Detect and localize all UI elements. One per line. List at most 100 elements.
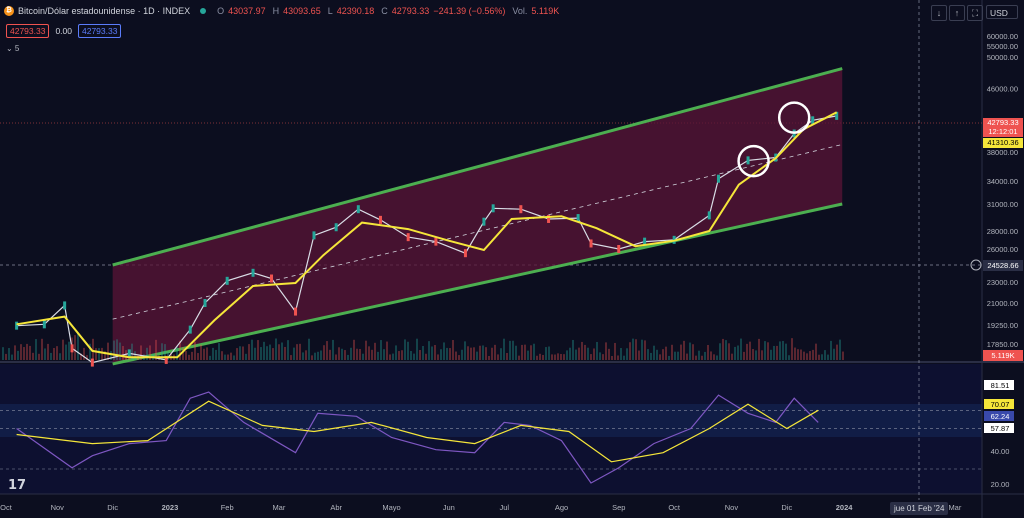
volume-bar <box>824 350 826 360</box>
moving-average-line <box>16 111 838 359</box>
volume-bar <box>776 345 778 360</box>
volume-bar <box>386 341 388 360</box>
rsi-line <box>16 391 819 484</box>
volume-bar <box>647 349 649 360</box>
volume-bar <box>245 353 247 360</box>
volume-bar <box>614 342 616 360</box>
ma-value-badge-bg <box>983 138 1023 148</box>
time-tick-label: Abr <box>330 503 342 512</box>
volume-bar <box>107 342 109 360</box>
volume-bar <box>179 340 181 360</box>
volume-bar <box>797 349 799 360</box>
bid-price[interactable]: 42793.33 <box>6 24 50 38</box>
volume-bar <box>200 344 202 360</box>
volume-bar <box>296 344 298 360</box>
volume-bar <box>26 343 28 360</box>
price-tick-label: 46000.00 <box>987 85 1018 94</box>
volume-bar <box>434 345 436 360</box>
volume-bar <box>164 344 166 360</box>
volume-bar <box>485 347 487 360</box>
volume-bar <box>74 335 76 360</box>
price-candle <box>378 215 382 224</box>
volume-bar <box>314 352 316 360</box>
volume-bar <box>821 354 823 360</box>
volume-bar <box>443 342 445 360</box>
highlight-circle <box>777 101 811 134</box>
volume-bar <box>611 355 613 360</box>
volume-bar <box>92 338 94 360</box>
volume-bar <box>722 338 724 360</box>
volume-bar <box>410 351 412 360</box>
volume-bar <box>269 344 271 360</box>
volume-bar <box>404 339 406 360</box>
price-candle <box>643 237 647 246</box>
crosshair-price-badge: 24528.66 <box>987 261 1018 270</box>
rsi-ma-line <box>16 400 819 463</box>
volume-bar <box>704 351 706 360</box>
rsi-tick-label: 57.87 <box>991 424 1010 433</box>
rsi-badge-bg <box>984 380 1014 390</box>
price-candle <box>225 276 229 285</box>
time-tick-label: Ago <box>555 503 568 512</box>
volume-bar <box>407 341 409 360</box>
volume-bar <box>104 351 106 360</box>
volume-bar <box>326 341 328 360</box>
volume-bar <box>350 347 352 360</box>
maximize-icon[interactable]: ⛶ <box>967 5 983 21</box>
volume-bar <box>587 347 589 360</box>
indicator-toggle[interactable]: ⌄ 5 <box>6 44 20 53</box>
volume-bar <box>701 355 703 360</box>
volume-bar <box>398 351 400 360</box>
volume-bar <box>761 350 763 360</box>
time-tick-label: Mar <box>948 503 961 512</box>
rsi-tick-label: 62.24 <box>991 412 1010 421</box>
price-candle <box>707 211 711 220</box>
volume-bar <box>14 345 16 360</box>
volume-bar <box>35 339 37 360</box>
volume-bar <box>374 342 376 360</box>
volume-bar <box>602 354 604 360</box>
volume-bar <box>584 344 586 360</box>
volume-bar <box>401 350 403 360</box>
countdown-badge-bg <box>983 128 1023 137</box>
volume-bar <box>509 340 511 360</box>
price-tick-label: 17850.00 <box>987 340 1018 349</box>
volume-bar <box>431 346 433 360</box>
volume-bar <box>8 348 10 360</box>
open-value: 43037.97 <box>228 6 266 16</box>
volume-bar <box>140 345 142 360</box>
currency-selector[interactable]: USD <box>986 5 1018 19</box>
volume-bar <box>284 346 286 360</box>
volume-bar <box>389 354 391 360</box>
price-candle <box>70 344 74 353</box>
scroll-down-icon[interactable]: ↓ <box>931 5 947 21</box>
volume-bar <box>788 355 790 360</box>
symbol-title[interactable]: Bitcoin/Dólar estadounidense · 1D · INDE… <box>18 6 191 16</box>
volume-bar <box>803 351 805 360</box>
scroll-up-icon[interactable]: ↑ <box>949 5 965 21</box>
volume-bar <box>242 346 244 360</box>
volume-bar <box>20 344 22 360</box>
volume-bar <box>563 354 565 360</box>
volume-bar <box>230 352 232 360</box>
time-tick-label: Nov <box>51 503 65 512</box>
price-tick-label: 55000.00 <box>987 42 1018 51</box>
volume-bar <box>266 346 268 360</box>
countdown-badge: 12:12:01 <box>988 127 1017 136</box>
price-candle <box>617 245 621 253</box>
volume-bar <box>272 348 274 360</box>
price-candle <box>519 205 523 214</box>
price-candle <box>491 204 495 213</box>
tradingview-logo[interactable]: 17 <box>8 478 27 493</box>
volume-bar <box>635 339 637 360</box>
volume-bar <box>689 342 691 360</box>
ask-price[interactable]: 42793.33 <box>78 24 122 38</box>
volume-bar <box>29 345 31 360</box>
volume-bar <box>146 347 148 360</box>
volume-bar <box>539 353 541 360</box>
price-candle <box>547 214 551 223</box>
volume-bar <box>413 353 415 360</box>
volume-bar <box>656 349 658 360</box>
spread-value: 0.00 <box>55 26 72 36</box>
